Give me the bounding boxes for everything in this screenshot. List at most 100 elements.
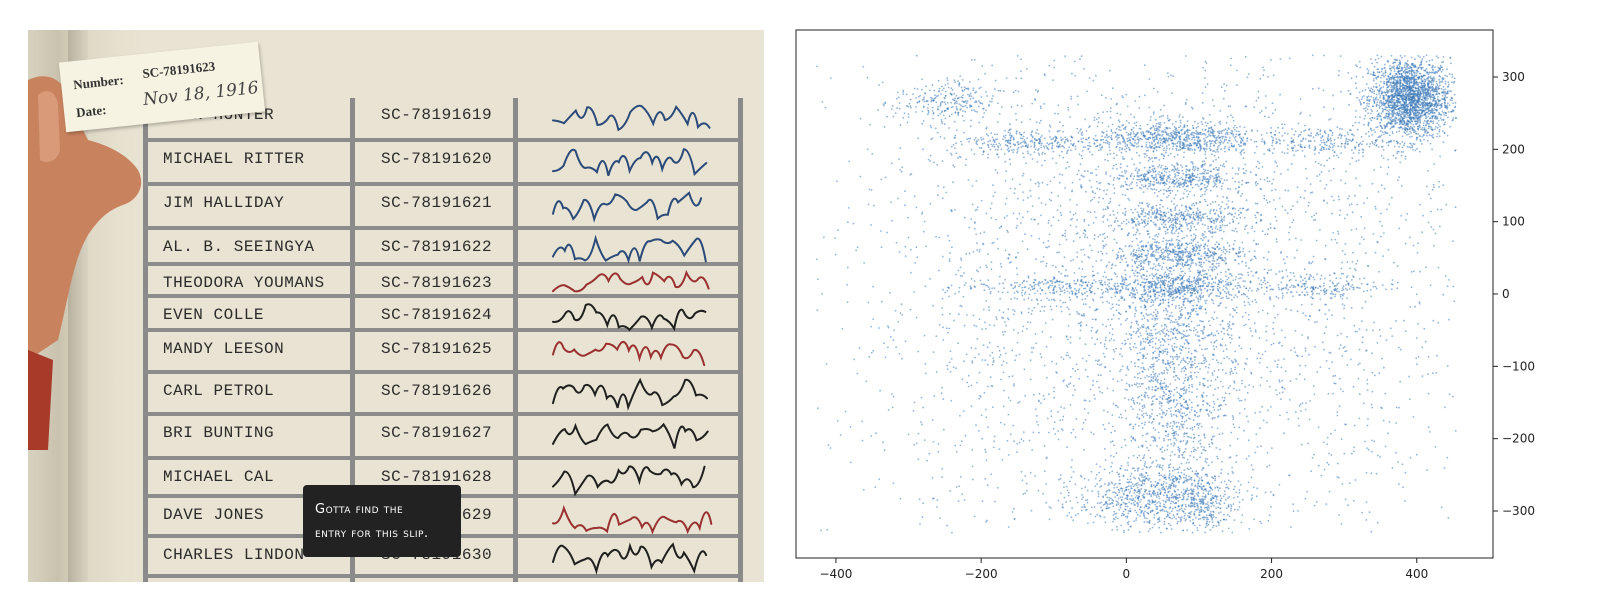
scatter-point [1391, 106, 1394, 109]
scatter-point [1153, 132, 1156, 135]
scatter-point [1412, 101, 1414, 104]
scatter-point [1137, 249, 1140, 252]
scatter-point [1413, 125, 1416, 128]
scatter-point [1159, 280, 1162, 282]
scatter-point [1188, 361, 1191, 363]
scatter-point [1139, 344, 1142, 346]
scatter-point [1434, 90, 1437, 92]
scatter-point [1363, 123, 1365, 126]
scatter-point [1209, 134, 1212, 137]
scatter-point [1370, 73, 1372, 76]
scatter-point [1419, 119, 1422, 122]
ledger-row[interactable]: EVEN COLLE SC-78191624 [143, 298, 743, 332]
ledger-row[interactable]: CARL PETROL SC-78191626 [143, 374, 743, 416]
scatter-point [1398, 100, 1401, 103]
scatter-point [1185, 165, 1187, 168]
scatter-point [1212, 257, 1215, 260]
scatter-point [1110, 224, 1113, 227]
scatter-point [1159, 218, 1162, 221]
scatter-point [1378, 84, 1381, 87]
scatter-point [1380, 125, 1383, 128]
scatter-point [1140, 334, 1142, 337]
scatter-point [1222, 182, 1224, 185]
scatter-point [1425, 68, 1428, 70]
ledger-row[interactable]: THEODORA YOUMANS SC-78191623 [143, 266, 743, 298]
scatter-point [1191, 204, 1193, 207]
scatter-point [1417, 125, 1420, 128]
scatter-point [1199, 179, 1201, 181]
scatter-point [1185, 138, 1187, 141]
scatter-point [1136, 211, 1139, 214]
scatter-point [1165, 247, 1168, 250]
scatter-point [1223, 179, 1226, 182]
scatter-point [1191, 178, 1194, 180]
ledger-row[interactable]: AL. B. SEEINGYA SC-78191622 [143, 230, 743, 266]
scatter-point [1422, 56, 1425, 58]
scatter-point [1136, 178, 1139, 181]
scatter-point [1125, 222, 1128, 225]
scatter-point [1138, 169, 1141, 172]
scatter-point [1440, 114, 1443, 117]
scatter-point [1141, 222, 1144, 224]
scatter-point [1176, 185, 1178, 188]
scatter-point [1421, 58, 1423, 61]
scatter-point [1389, 73, 1392, 76]
scatter-point [1183, 125, 1186, 128]
scatter-point [1437, 120, 1440, 122]
scatter-point [1147, 241, 1150, 244]
scatter-point [1172, 290, 1175, 293]
scatter-point [1232, 288, 1234, 291]
scatter-point [1172, 168, 1174, 171]
scatter-point [1431, 104, 1433, 107]
scatter-point [1398, 76, 1400, 78]
scatter-point [1367, 131, 1370, 133]
scatter-point [1208, 175, 1211, 178]
ledger-row[interactable]: MICHAEL RITTER SC-78191620 [143, 142, 743, 186]
scatter-point [1165, 138, 1168, 141]
scatter-point [1422, 102, 1425, 105]
scatter-point [1228, 297, 1230, 300]
scatter-point [1218, 215, 1220, 218]
scatter-point [1187, 134, 1190, 137]
scatter-point [1167, 221, 1170, 224]
scatter-point [1111, 138, 1113, 141]
ledger-row[interactable]: BRI BUNTING SC-78191627 [143, 416, 743, 460]
scatter-point [1355, 87, 1358, 89]
scatter-point [1226, 131, 1229, 134]
scatter-point [1140, 311, 1143, 314]
scatter-point [1237, 262, 1240, 265]
scatter-point [1131, 187, 1134, 190]
scatter-point [1213, 144, 1215, 147]
scatter-point [1424, 131, 1426, 134]
scatter-point [1170, 295, 1172, 297]
scatter-point [1168, 276, 1171, 279]
scatter-point [1174, 168, 1177, 171]
ledger-row[interactable]: MANDY LEESON SC-78191625 [143, 332, 743, 374]
scatter-point [1396, 64, 1399, 67]
scatter-point [1190, 289, 1193, 292]
scatter-point [1200, 147, 1202, 150]
scatter-point [1153, 140, 1155, 143]
scatter-point [1413, 117, 1416, 120]
scatter-point [1179, 215, 1182, 218]
scatter-point [1393, 105, 1396, 108]
scatter-point [1427, 82, 1429, 85]
scatter-point [1118, 149, 1121, 152]
scatter-point [1168, 186, 1171, 188]
scatter-point [1417, 55, 1420, 57]
scatter-point [1198, 201, 1201, 203]
scatter-point [1183, 192, 1185, 195]
scatter-point [1417, 109, 1419, 112]
scatter-point [1405, 91, 1407, 94]
scatter-point [1138, 222, 1141, 225]
scatter-point [1168, 181, 1171, 184]
scatter-point [1223, 215, 1226, 218]
scatter-point [1216, 176, 1219, 179]
scatter-point [1223, 129, 1225, 132]
scatter-point [1205, 125, 1208, 127]
scatter-point [1432, 122, 1435, 125]
scatter-point [1129, 275, 1131, 278]
scatter-point [1429, 90, 1432, 92]
scatter-point [1196, 142, 1199, 144]
ledger-row[interactable]: JIM HALLIDAY SC-78191621 [143, 186, 743, 230]
